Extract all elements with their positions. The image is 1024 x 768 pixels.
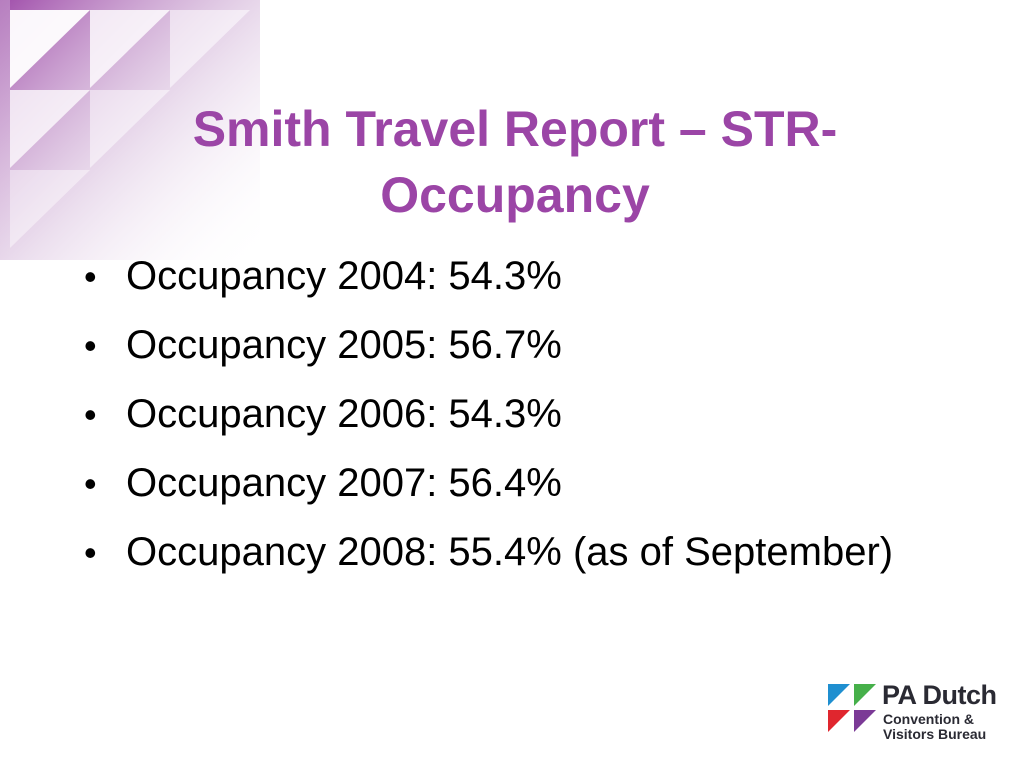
slide-title-line2: Occupancy <box>380 167 650 223</box>
logo-green-triangle <box>854 684 876 706</box>
bullet-item-2007: • Occupancy 2007: 56.4% <box>84 449 1014 518</box>
logo-name: PA Dutch <box>882 680 997 710</box>
bullet-icon: • <box>84 394 97 435</box>
logo-blue-triangle <box>828 684 850 706</box>
bullet-list: • Occupancy 2004: 54.3% • Occupancy 2005… <box>84 242 1014 587</box>
bullet-icon: • <box>84 325 97 366</box>
logo-mark-icon <box>828 684 876 732</box>
logo-subtitle-line2: Visitors Bureau <box>883 726 987 742</box>
logo-subtitle-line1: Convention & <box>883 711 974 727</box>
slide-title: Smith Travel Report – STR- Occupancy <box>100 96 930 228</box>
bullet-icon: • <box>84 532 97 573</box>
slide-title-line1: Smith Travel Report – STR- <box>192 101 838 157</box>
corner-decoration <box>0 0 260 260</box>
pa-dutch-logo: PA Dutch Convention & Visitors Bureau <box>828 680 1018 746</box>
bullet-icon: • <box>84 463 97 504</box>
logo-purple-triangle <box>854 710 876 732</box>
bullet-item-2006: • Occupancy 2006: 54.3% <box>84 380 1014 449</box>
bullet-item-2008: • Occupancy 2008: 55.4% (as of September… <box>84 518 1014 587</box>
bullet-item-2005: • Occupancy 2005: 56.7% <box>84 311 1014 380</box>
bullet-text: Occupancy 2005: 56.7% <box>126 323 562 367</box>
bullet-text: Occupancy 2007: 56.4% <box>126 461 562 505</box>
bullet-text: Occupancy 2004: 54.3% <box>126 254 562 298</box>
bullet-text: Occupancy 2008: 55.4% (as of September) <box>126 530 894 574</box>
bullet-item-2004: • Occupancy 2004: 54.3% <box>84 242 1014 311</box>
bullet-icon: • <box>84 256 97 297</box>
bullet-text: Occupancy 2006: 54.3% <box>126 392 562 436</box>
logo-red-triangle <box>828 710 850 732</box>
